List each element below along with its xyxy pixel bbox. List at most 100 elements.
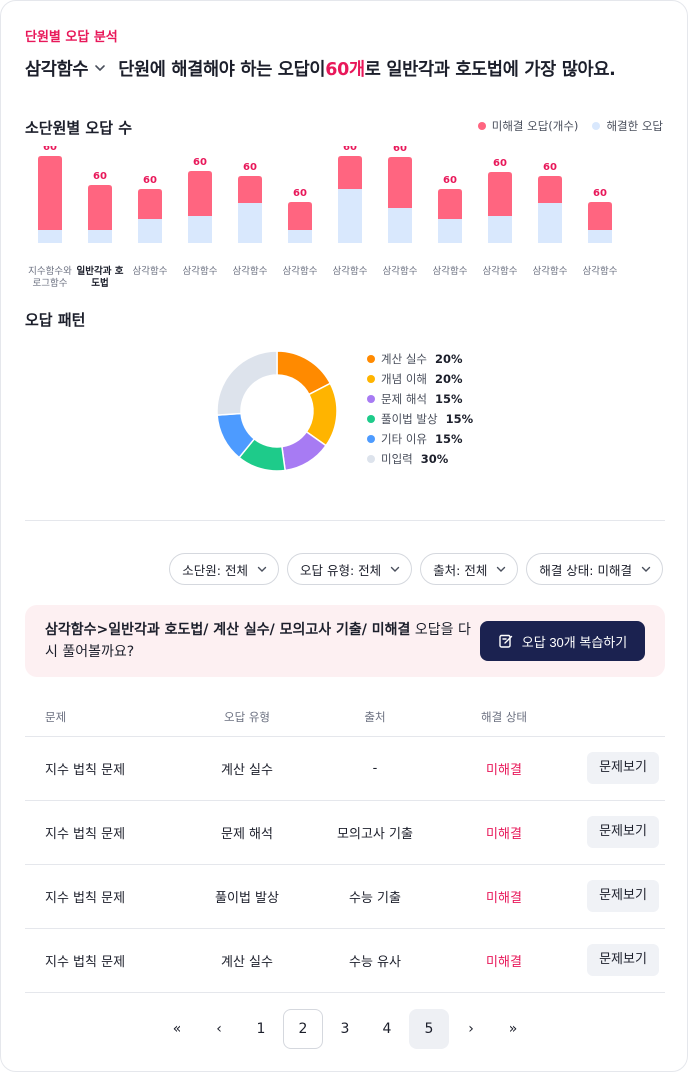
bar-category-label: 삼각함수 — [433, 265, 468, 277]
first-page-button[interactable]: « — [172, 1021, 182, 1037]
view-problem-button[interactable]: 문제보기 — [587, 752, 659, 784]
bar-unresolved — [288, 202, 312, 230]
view-problem-button[interactable]: 문제보기 — [587, 880, 659, 912]
bar-unresolved — [338, 156, 362, 189]
bar-resolved — [338, 189, 362, 243]
donut-chart — [216, 350, 338, 472]
column-header-problem: 문제 — [25, 699, 171, 737]
chevron-down-icon — [95, 65, 106, 72]
last-page-button[interactable]: » — [508, 1021, 518, 1037]
chevron-down-icon — [641, 566, 651, 572]
next-page-button[interactable]: › — [468, 1021, 474, 1037]
page-title: 삼각함수 단원에 해결해야 하는 오답이 60개 로 일반각과 호도법에 가장 … — [25, 55, 616, 81]
bar-data-label: 60 — [593, 188, 607, 199]
table-row: 지수 법칙 문제 문제 해석 모의고사 기출 미해결 문제보기 — [25, 800, 665, 865]
donut-legend-percent: 30% — [420, 452, 449, 466]
bar-resolved — [38, 230, 62, 243]
column-header-action — [581, 699, 665, 737]
bar-resolved — [138, 219, 162, 243]
cell-type: 계산 실수 — [171, 928, 323, 993]
chevron-down-icon — [390, 566, 400, 572]
donut-legend-label: 기타 이유 — [381, 432, 427, 446]
donut-legend-label: 문제 해석 — [381, 392, 427, 406]
cell-type: 문제 해석 — [171, 800, 323, 865]
bar-data-label: 60 — [343, 146, 357, 153]
cell-problem: 지수 법칙 문제 — [25, 736, 171, 801]
cell-status: 미해결 — [427, 800, 581, 865]
legend-unresolved: 미해결 오답(개수) — [477, 118, 579, 134]
donut-legend-swatch — [367, 415, 375, 423]
legend-unresolved-swatch — [477, 122, 486, 130]
bar-resolved — [588, 230, 612, 243]
review-button[interactable]: 오답 30개 복습하기 — [480, 621, 645, 661]
bar-data-label: 60 — [293, 188, 307, 199]
chevron-down-icon — [257, 566, 267, 572]
chevron-down-icon — [497, 566, 506, 572]
filter-error-type[interactable]: 오답 유형: 전체 — [286, 553, 413, 585]
filter-status-label: 해결 상태: 미해결 — [539, 562, 632, 578]
table-row: 지수 법칙 문제 풀이법 발상 수능 기출 미해결 문제보기 — [25, 864, 665, 929]
bar-unresolved — [138, 189, 162, 219]
prev-page-button[interactable]: ‹ — [216, 1021, 222, 1037]
cell-problem: 지수 법칙 문제 — [25, 928, 171, 993]
cell-status: 미해결 — [427, 736, 581, 801]
filter-source[interactable]: 출처: 전체 — [420, 553, 519, 585]
legend-unresolved-label: 미해결 오답(개수) — [491, 119, 579, 133]
wrong-answer-table: 문제 오답 유형 출처 해결 상태 지수 법칙 문제 계산 실수 - 미해결 문… — [25, 699, 665, 993]
cell-source: 수능 기출 — [323, 864, 427, 929]
legend-resolved-swatch — [592, 122, 601, 130]
donut-legend-percent: 15% — [434, 432, 463, 446]
donut-legend-item: 풀이법 발상 15% — [367, 409, 473, 429]
bar-category-label: 도법 — [91, 277, 108, 289]
donut-legend: 계산 실수 20% 개념 이해 20% 문제 해석 15% 풀이법 발상 15% 기타 이유 15… — [367, 349, 473, 469]
bar-category-label: 지수함수와 — [28, 265, 72, 277]
column-header-type: 오답 유형 — [171, 699, 323, 737]
bar-data-label: 60 — [143, 175, 157, 186]
page-button-4[interactable]: 4 — [382, 1021, 392, 1037]
summary-count: 60개 — [325, 59, 365, 80]
bar-category-label: 삼각함수 — [133, 265, 168, 277]
bar-data-label: 60 — [193, 157, 207, 168]
bar-unresolved — [488, 172, 512, 216]
unit-dropdown[interactable]: 삼각함수 — [25, 56, 118, 81]
filter-subunit[interactable]: 소단원: 전체 — [169, 553, 279, 585]
view-problem-button[interactable]: 문제보기 — [587, 944, 659, 976]
donut-legend-label: 풀이법 발상 — [381, 412, 438, 426]
donut-legend-label: 미입력 — [381, 452, 413, 466]
bar-resolved — [88, 230, 112, 243]
view-problem-button[interactable]: 문제보기 — [587, 816, 659, 848]
bar-unresolved — [38, 156, 62, 230]
bar-unresolved — [438, 189, 462, 219]
bar-unresolved — [188, 171, 212, 216]
bar-category-label: 삼각함수 — [183, 265, 218, 277]
bar-data-label: 60 — [443, 175, 457, 186]
edit-note-icon — [499, 634, 512, 648]
legend-resolved: 해결한 오답 — [592, 118, 663, 134]
donut-legend-swatch — [367, 435, 375, 443]
donut-legend-label: 개념 이해 — [381, 372, 427, 386]
donut-legend-percent: 20% — [434, 352, 463, 366]
column-header-status: 해결 상태 — [427, 699, 581, 737]
filter-error-type-label: 오답 유형: 전체 — [299, 562, 382, 578]
table-row: 지수 법칙 문제 계산 실수 수능 유사 미해결 문제보기 — [25, 928, 665, 993]
page-button-5[interactable]: 5 — [409, 1009, 449, 1049]
page-button-3[interactable]: 3 — [340, 1021, 350, 1037]
table-header-row: 문제 오답 유형 출처 해결 상태 — [25, 699, 665, 737]
bar-category-label: 삼각함수 — [533, 265, 568, 277]
donut-legend-label: 계산 실수 — [381, 352, 427, 366]
bar-category-label: 삼각함수 — [383, 265, 418, 277]
pattern-section-title: 오답 패턴 — [25, 311, 86, 329]
banner-filter-path: 삼각함수>일반각과 호도법/ 계산 실수/ 모의고사 기출/ 미해결 — [45, 622, 411, 638]
summary-pre: 단원에 해결해야 하는 오답이 — [118, 59, 326, 80]
bar-unresolved — [388, 157, 412, 208]
page-button-2[interactable]: 2 — [283, 1009, 323, 1049]
filter-subunit-label: 소단원: 전체 — [182, 562, 248, 578]
bar-unresolved — [538, 176, 562, 203]
donut-legend-swatch — [367, 375, 375, 383]
filter-status[interactable]: 해결 상태: 미해결 — [526, 553, 663, 585]
bar-legend: 미해결 오답(개수) 해결한 오답 — [477, 118, 663, 134]
page-button-1[interactable]: 1 — [256, 1021, 266, 1037]
donut-legend-swatch — [367, 355, 375, 363]
